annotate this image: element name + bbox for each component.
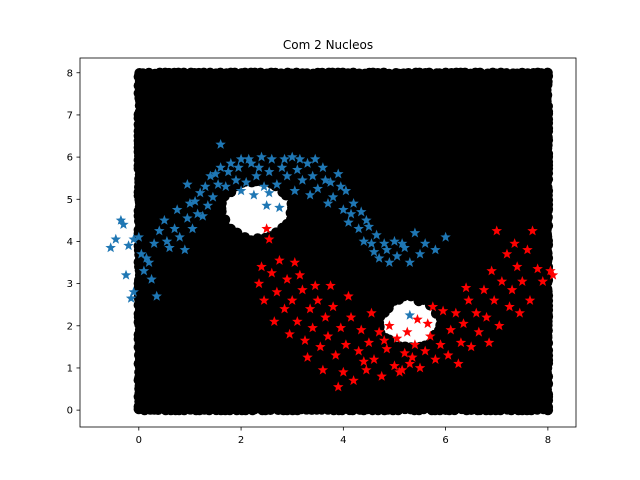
chart-title: Com 2 Nucleos <box>283 38 373 52</box>
background-points <box>133 67 554 416</box>
background-point <box>219 214 231 225</box>
plot-area <box>105 67 559 416</box>
